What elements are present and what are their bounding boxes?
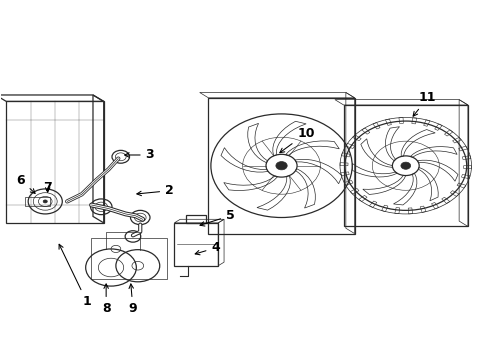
Circle shape — [43, 200, 48, 203]
Circle shape — [276, 162, 287, 170]
Text: 6: 6 — [17, 174, 35, 193]
Text: 4: 4 — [195, 241, 220, 255]
Text: 11: 11 — [413, 91, 437, 116]
Text: 7: 7 — [43, 181, 52, 194]
Text: 1: 1 — [59, 244, 91, 308]
Circle shape — [401, 162, 411, 169]
Text: 10: 10 — [280, 127, 315, 153]
Text: 2: 2 — [137, 184, 174, 197]
Text: 3: 3 — [124, 148, 154, 162]
Text: 8: 8 — [102, 284, 110, 315]
Text: 9: 9 — [129, 284, 137, 315]
Text: 5: 5 — [200, 209, 235, 226]
